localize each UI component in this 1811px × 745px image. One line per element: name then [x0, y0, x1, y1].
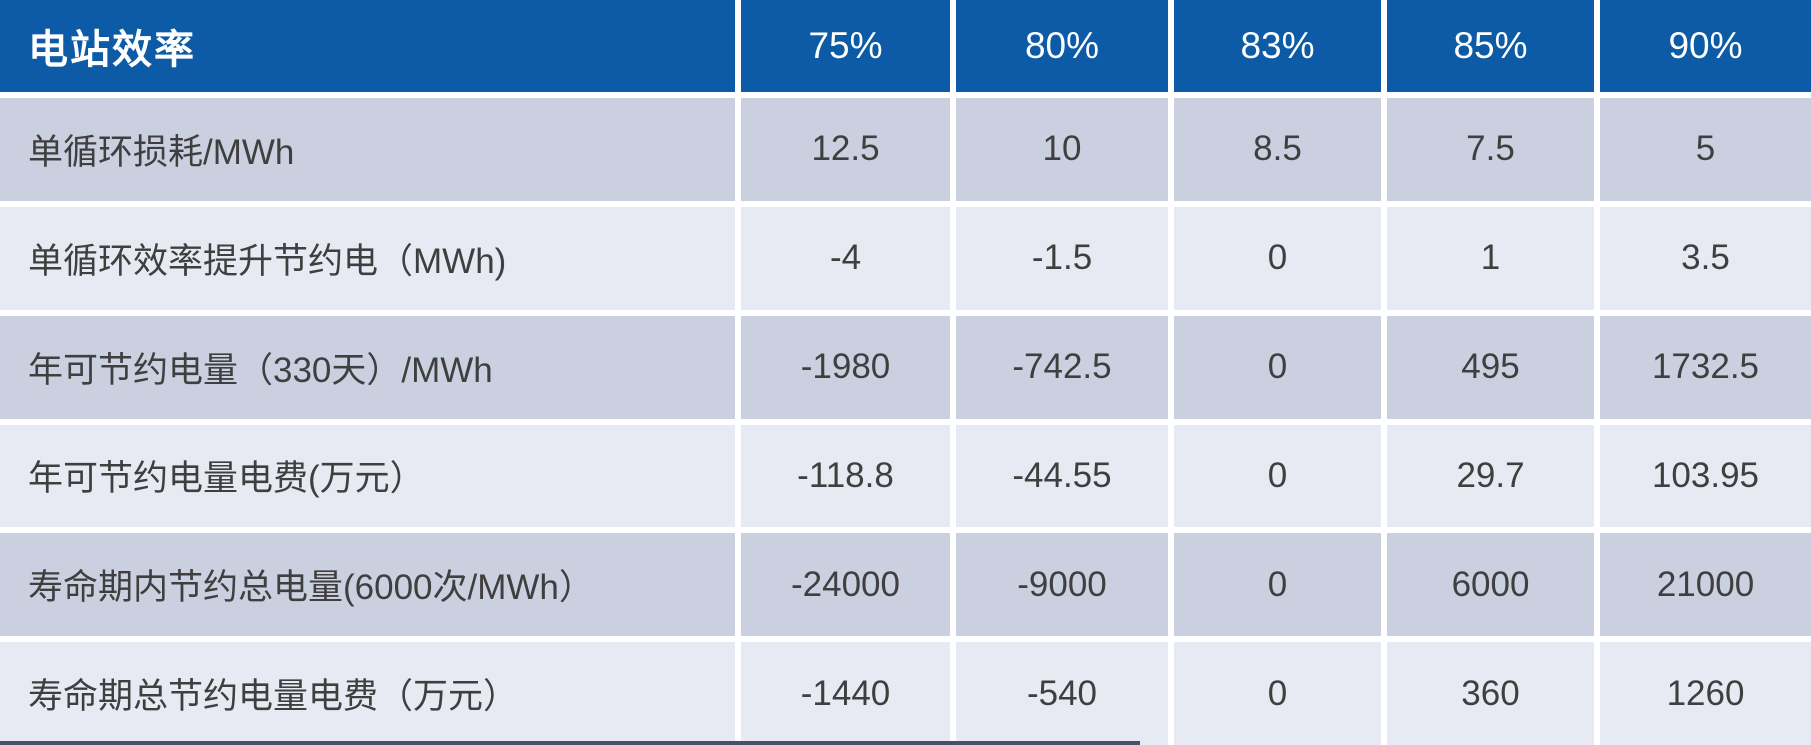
- header-cell-85: 85%: [1387, 0, 1594, 92]
- table-cell: 0: [1174, 424, 1381, 528]
- table-cell: 0: [1174, 206, 1381, 310]
- table-cell: 1732.5: [1600, 315, 1811, 419]
- table-cell: -118.8: [741, 424, 950, 528]
- header-cell-title: 电站效率: [0, 0, 735, 92]
- table-cell: -4: [741, 206, 950, 310]
- table-cell: 495: [1387, 315, 1594, 419]
- table-cell: 29.7: [1387, 424, 1594, 528]
- table-cell: -24000: [741, 533, 950, 637]
- table-cell: 0: [1174, 642, 1381, 745]
- row-label-annual-energy-savings: 年可节约电量（330天）/MWh: [0, 315, 735, 419]
- table-cell: 7.5: [1387, 98, 1594, 201]
- row-label-single-cycle-savings: 单循环效率提升节约电（MWh): [0, 206, 735, 310]
- table-cell: 10: [956, 98, 1168, 201]
- table-cell: 1: [1387, 206, 1594, 310]
- header-cell-80: 80%: [956, 0, 1168, 92]
- table-cell: -1980: [741, 315, 950, 419]
- row-label-single-cycle-loss: 单循环损耗/MWh: [0, 98, 735, 201]
- table-cell: -1.5: [956, 206, 1168, 310]
- table-cell: 12.5: [741, 98, 950, 201]
- header-cell-75: 75%: [741, 0, 950, 92]
- row-label-lifetime-energy-savings: 寿命期内节约总电量(6000次/MWh）: [0, 533, 735, 637]
- table-cell: 21000: [1600, 533, 1811, 637]
- table-cell: -9000: [956, 533, 1168, 637]
- table-cell: 8.5: [1174, 98, 1381, 201]
- bottom-divider-line: [0, 741, 1140, 745]
- table-cell: 360: [1387, 642, 1594, 745]
- table-cell: 0: [1174, 315, 1381, 419]
- table-cell: 103.95: [1600, 424, 1811, 528]
- table-cell: 1260: [1600, 642, 1811, 745]
- table-cell: 6000: [1387, 533, 1594, 637]
- table-cell: -742.5: [956, 315, 1168, 419]
- table-cell: 0: [1174, 533, 1381, 637]
- header-cell-83: 83%: [1174, 0, 1381, 92]
- table-cell: -44.55: [956, 424, 1168, 528]
- table-cell: -540: [956, 642, 1168, 745]
- row-label-annual-cost-savings: 年可节约电量电费(万元）: [0, 424, 735, 528]
- header-cell-90: 90%: [1600, 0, 1811, 92]
- row-label-lifetime-cost-savings: 寿命期总节约电量电费（万元）: [0, 642, 735, 745]
- table-cell: 5: [1600, 98, 1811, 201]
- table-cell: -1440: [741, 642, 950, 745]
- table-cell: 3.5: [1600, 206, 1811, 310]
